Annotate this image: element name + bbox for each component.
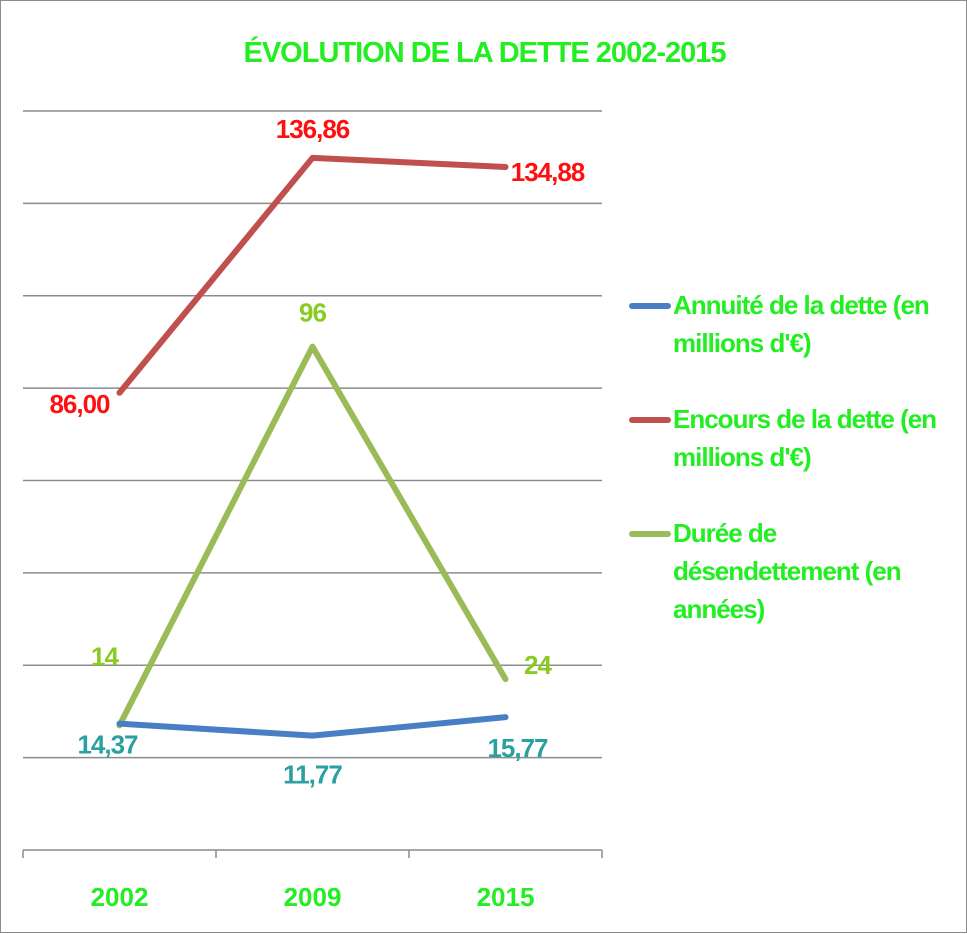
data-label: 15,77 [487, 733, 548, 763]
legend-label: Encours de la dette (en millions d'€) [673, 404, 937, 472]
data-label: 11,77 [283, 760, 342, 790]
data-label: 86,00 [49, 389, 110, 419]
data-label: 24 [524, 650, 552, 680]
chart-title: ÉVOLUTION DE LA DETTE 2002-2015 [243, 37, 726, 69]
data-label: 14,37 [77, 730, 138, 760]
chart-legend: Annuité de la dette (en millions d'€) Enc… [629, 286, 959, 666]
data-label: 136,86 [276, 114, 350, 144]
legend-swatch [629, 531, 671, 537]
legend-label: Annuité de la dette (en millions d'€) [673, 290, 930, 358]
data-label: 14 [91, 641, 119, 671]
legend-item: Annuité de la dette (en millions d'€) [629, 286, 959, 362]
x-tick-label: 2002 [91, 882, 149, 912]
legend-label: Durée de désendettement (en années) [673, 518, 902, 624]
legend-item: Durée de désendettement (en années) [629, 514, 959, 628]
series-line-1 [116, 714, 509, 739]
data-label: 96 [299, 298, 326, 328]
legend-swatch [629, 417, 671, 423]
data-label: 134,88 [511, 157, 585, 187]
x-tick-label: 2015 [477, 882, 535, 912]
legend-item: Encours de la dette (en millions d'€) [629, 400, 959, 476]
series-line-2 [116, 154, 509, 396]
series-line-3 [116, 343, 509, 729]
x-tick-label: 2009 [284, 882, 342, 912]
legend-swatch [629, 303, 671, 309]
